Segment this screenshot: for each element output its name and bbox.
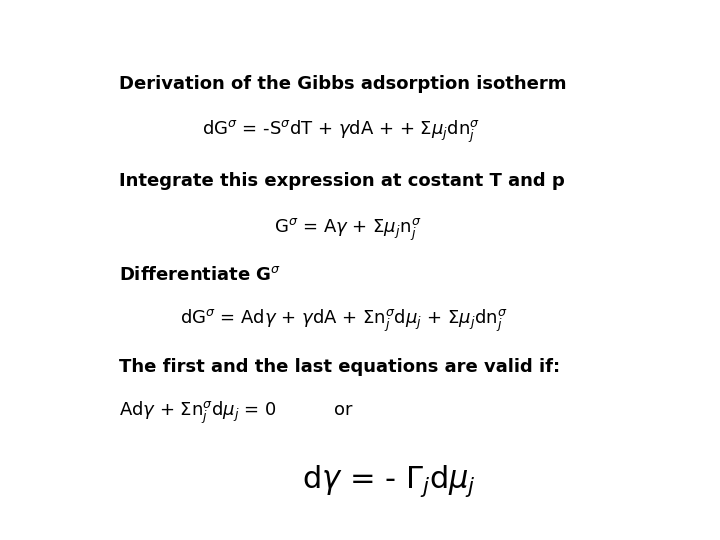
Text: Differentiate G$^{\sigma}$: Differentiate G$^{\sigma}$ bbox=[119, 266, 281, 285]
Text: Integrate this expression at costant T and p: Integrate this expression at costant T a… bbox=[119, 172, 564, 190]
Text: Derivation of the Gibbs adsorption isotherm: Derivation of the Gibbs adsorption isoth… bbox=[119, 75, 567, 93]
Text: Ad$\gamma$ + $\Sigma$n$_j^{\sigma}$d$\mu_j$ = 0          or: Ad$\gamma$ + $\Sigma$n$_j^{\sigma}$d$\mu… bbox=[119, 400, 354, 426]
Text: d$\gamma$ = - $\Gamma_j$d$\mu_j$: d$\gamma$ = - $\Gamma_j$d$\mu_j$ bbox=[302, 463, 476, 498]
Text: dG$^{\sigma}$ = -S$^{\sigma}$dT + $\gamma$dA + + $\Sigma\mu_j$dn$_j^{\sigma}$: dG$^{\sigma}$ = -S$^{\sigma}$dT + $\gamm… bbox=[202, 119, 480, 145]
Text: dG$^{\sigma}$ = Ad$\gamma$ + $\gamma$dA + $\Sigma$n$_j^{\sigma}$d$\mu_j$ + $\Sig: dG$^{\sigma}$ = Ad$\gamma$ + $\gamma$dA … bbox=[180, 308, 508, 334]
Text: The first and the last equations are valid if:: The first and the last equations are val… bbox=[119, 358, 560, 376]
Text: G$^{\sigma}$ = A$\gamma$ + $\Sigma\mu_j$n$_j^{\sigma}$: G$^{\sigma}$ = A$\gamma$ + $\Sigma\mu_j$… bbox=[274, 217, 421, 242]
